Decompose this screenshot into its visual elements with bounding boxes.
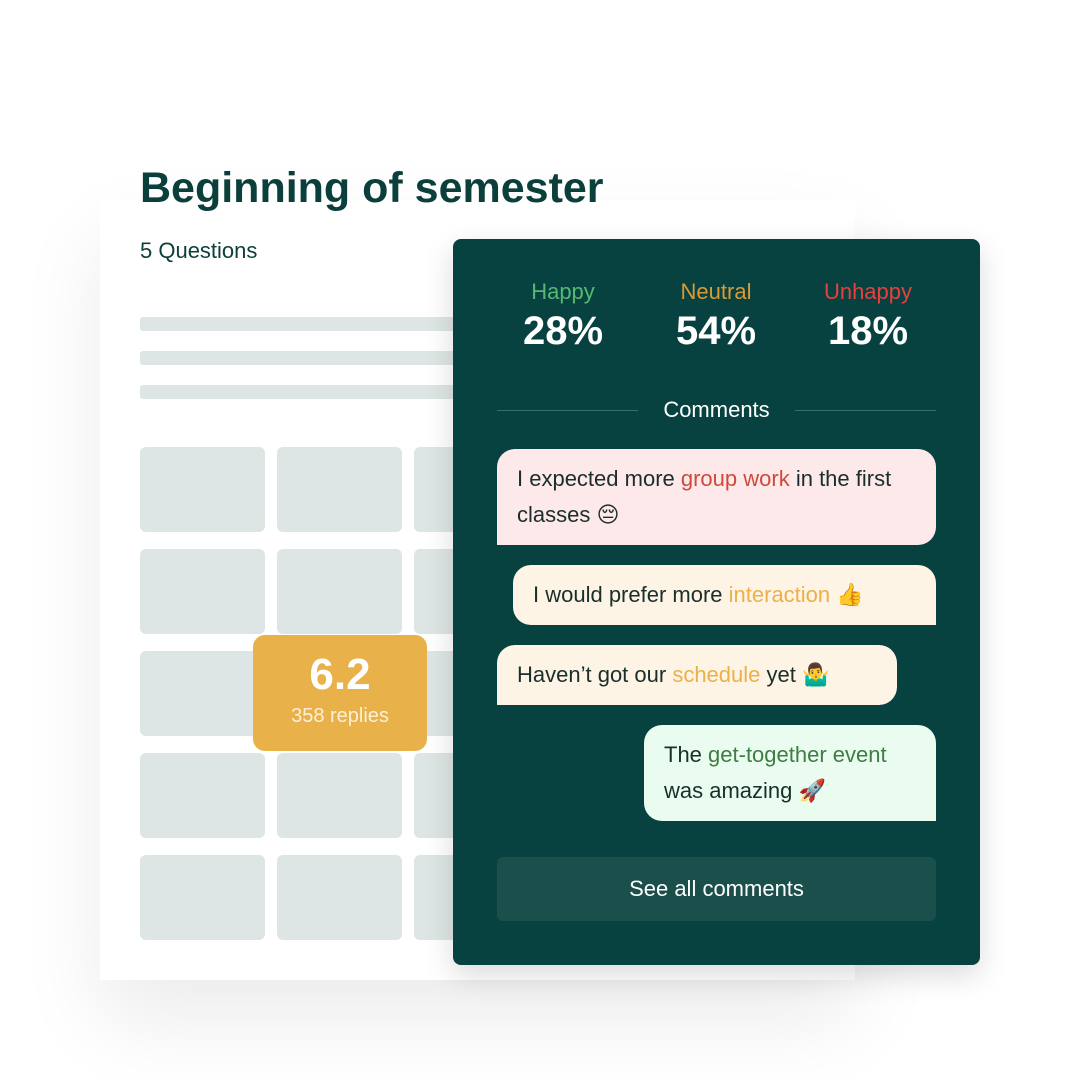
stat-percent: 28% — [522, 309, 604, 353]
comment-bubble: I expected more group work in the first … — [497, 449, 936, 545]
stat-percent: 18% — [827, 309, 909, 353]
divider — [497, 410, 638, 411]
grid-tile — [140, 753, 265, 838]
stat-label: Unhappy — [823, 279, 913, 304]
grid-tile — [140, 651, 265, 736]
comment-highlight: interaction — [728, 582, 831, 607]
comment-bubble: Haven’t got our schedule yet 🤷‍♂️ — [497, 645, 897, 705]
see-all-comments-button[interactable]: See all comments — [497, 857, 936, 921]
question-count: 5 Questions — [140, 238, 258, 263]
score-value: 6.2 — [309, 650, 371, 699]
comment-text: I expected more — [517, 466, 681, 491]
placeholder-line — [140, 351, 460, 365]
comment-text: was amazing — [664, 778, 793, 803]
divider — [795, 410, 936, 411]
placeholder-line — [140, 317, 460, 331]
stat-label: Neutral — [680, 279, 752, 304]
comment-bubble: I would prefer more interaction 👍 — [513, 565, 936, 625]
emoji-icon: 🚀 — [798, 778, 826, 803]
emoji-icon: 🤷‍♂️ — [801, 662, 830, 687]
comment-text: in the first classes — [517, 466, 892, 527]
stat-happy: Happy 28% — [488, 279, 638, 354]
comment-text: Haven’t got our — [517, 662, 673, 687]
emoji-icon: 😔 — [596, 502, 620, 527]
comment-highlight: group work — [680, 466, 790, 491]
stat-percent: 54% — [675, 309, 757, 353]
emoji-icon: 👍 — [836, 582, 864, 607]
placeholder-line — [140, 385, 460, 399]
grid-tile — [277, 855, 402, 940]
comments-heading: Comments — [663, 397, 770, 422]
page-title: Beginning of semester — [140, 164, 604, 212]
comment-highlight: schedule — [672, 662, 761, 687]
grid-tile — [277, 447, 402, 532]
comment-bubble: The get-together event was amazing 🚀 — [644, 725, 936, 821]
comment-highlight: get-together event — [708, 742, 887, 767]
stat-unhappy: Unhappy 18% — [793, 279, 943, 354]
stat-neutral: Neutral 54% — [641, 279, 791, 354]
grid-tile — [277, 753, 402, 838]
grid-tile — [140, 855, 265, 940]
grid-tile — [140, 447, 265, 532]
reply-count: 358 replies — [291, 705, 389, 727]
comment-text: I would prefer more — [533, 582, 729, 607]
grid-tile — [140, 549, 265, 634]
comment-text: yet — [760, 662, 796, 687]
comment-text: The — [664, 742, 709, 767]
score-badge: 6.2 358 replies — [253, 635, 427, 751]
grid-tile — [277, 549, 402, 634]
stat-label: Happy — [531, 279, 595, 304]
sentiment-panel: Happy 28% Neutral 54% Unhappy 18% Commen… — [453, 239, 980, 965]
